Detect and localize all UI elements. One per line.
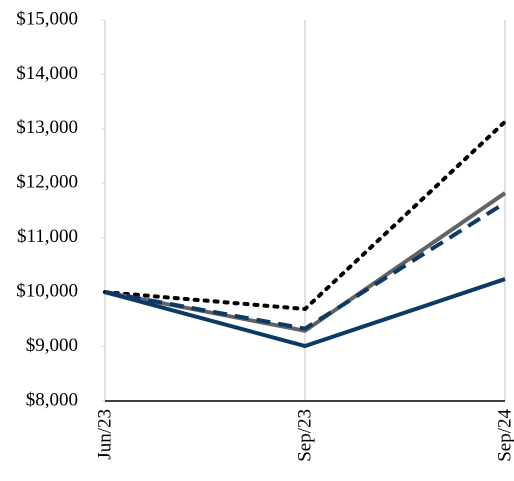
x-tick-label: Sep/23	[294, 409, 315, 462]
y-tick-label: $10,000	[16, 281, 78, 302]
x-tick-label: Jun/23	[94, 409, 115, 460]
series-line	[104, 201, 507, 331]
x-tick-label: Sep/24	[494, 409, 514, 462]
y-tick-label: $14,000	[16, 63, 78, 84]
y-tick-label: $13,000	[16, 117, 78, 138]
y-tick-label: $11,000	[17, 226, 78, 247]
y-tick-label: $15,000	[16, 8, 78, 29]
series-line	[104, 277, 506, 349]
y-tick-label: $12,000	[16, 172, 78, 193]
series-line	[103, 119, 507, 312]
y-tick-label: $9,000	[26, 335, 78, 356]
y-tick-label: $8,000	[26, 389, 78, 410]
